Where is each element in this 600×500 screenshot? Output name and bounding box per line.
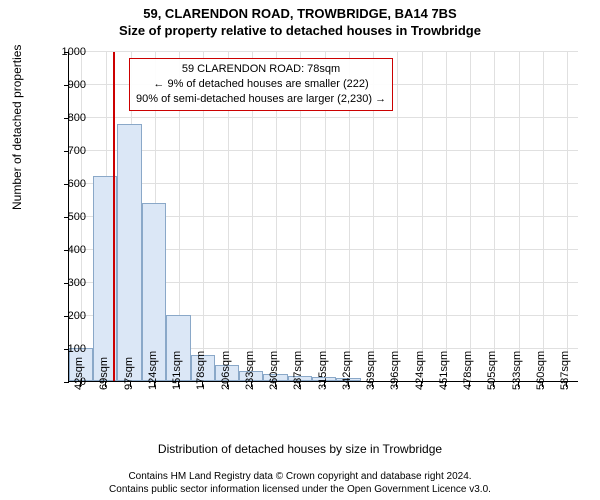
- y-tick-label: 400: [46, 244, 86, 256]
- y-tick-label: 900: [46, 79, 86, 91]
- gridline-h: [69, 150, 578, 151]
- gridline-v: [543, 52, 544, 381]
- y-tick-label: 300: [46, 277, 86, 289]
- annotation-line2: ← 9% of detached houses are smaller (222…: [136, 77, 386, 92]
- annotation-line1: 59 CLARENDON ROAD: 78sqm: [136, 62, 386, 77]
- gridline-v: [519, 52, 520, 381]
- attribution: Contains HM Land Registry data © Crown c…: [0, 471, 600, 496]
- y-tick-label: 1000: [46, 46, 86, 58]
- y-tick-label: 700: [46, 145, 86, 157]
- y-tick-label: 500: [46, 211, 86, 223]
- attribution-line1: Contains HM Land Registry data © Crown c…: [0, 471, 600, 484]
- gridline-v: [446, 52, 447, 381]
- gridline-v: [422, 52, 423, 381]
- annotation-box: 59 CLARENDON ROAD: 78sqm ← 9% of detache…: [129, 58, 393, 111]
- plot-area: 59 CLARENDON ROAD: 78sqm ← 9% of detache…: [68, 52, 578, 382]
- plot-wrap: 59 CLARENDON ROAD: 78sqm ← 9% of detache…: [68, 52, 578, 420]
- y-tick-label: 100: [46, 343, 86, 355]
- gridline-v: [567, 52, 568, 381]
- y-tick-label: 600: [46, 178, 86, 190]
- subject-marker-line: [113, 52, 115, 381]
- gridline-h: [69, 117, 578, 118]
- chart-title-subtitle: Size of property relative to detached ho…: [0, 21, 600, 38]
- y-tick-label: 800: [46, 112, 86, 124]
- gridline-v: [494, 52, 495, 381]
- attribution-line2: Contains public sector information licen…: [0, 484, 600, 497]
- chart-title-address: 59, CLARENDON ROAD, TROWBRIDGE, BA14 7BS: [0, 0, 600, 21]
- annotation-line3: 90% of semi-detached houses are larger (…: [136, 92, 386, 107]
- gridline-v: [470, 52, 471, 381]
- gridline-h: [69, 183, 578, 184]
- y-axis-label: Number of detached properties: [10, 45, 24, 210]
- histogram-bar: [117, 124, 142, 381]
- gridline-h: [69, 51, 578, 52]
- chart-container: { "title_line1": "59, CLARENDON ROAD, TR…: [0, 0, 600, 500]
- y-tick-label: 200: [46, 310, 86, 322]
- y-tick-label: 0: [46, 376, 86, 388]
- x-axis-label: Distribution of detached houses by size …: [0, 442, 600, 456]
- gridline-v: [397, 52, 398, 381]
